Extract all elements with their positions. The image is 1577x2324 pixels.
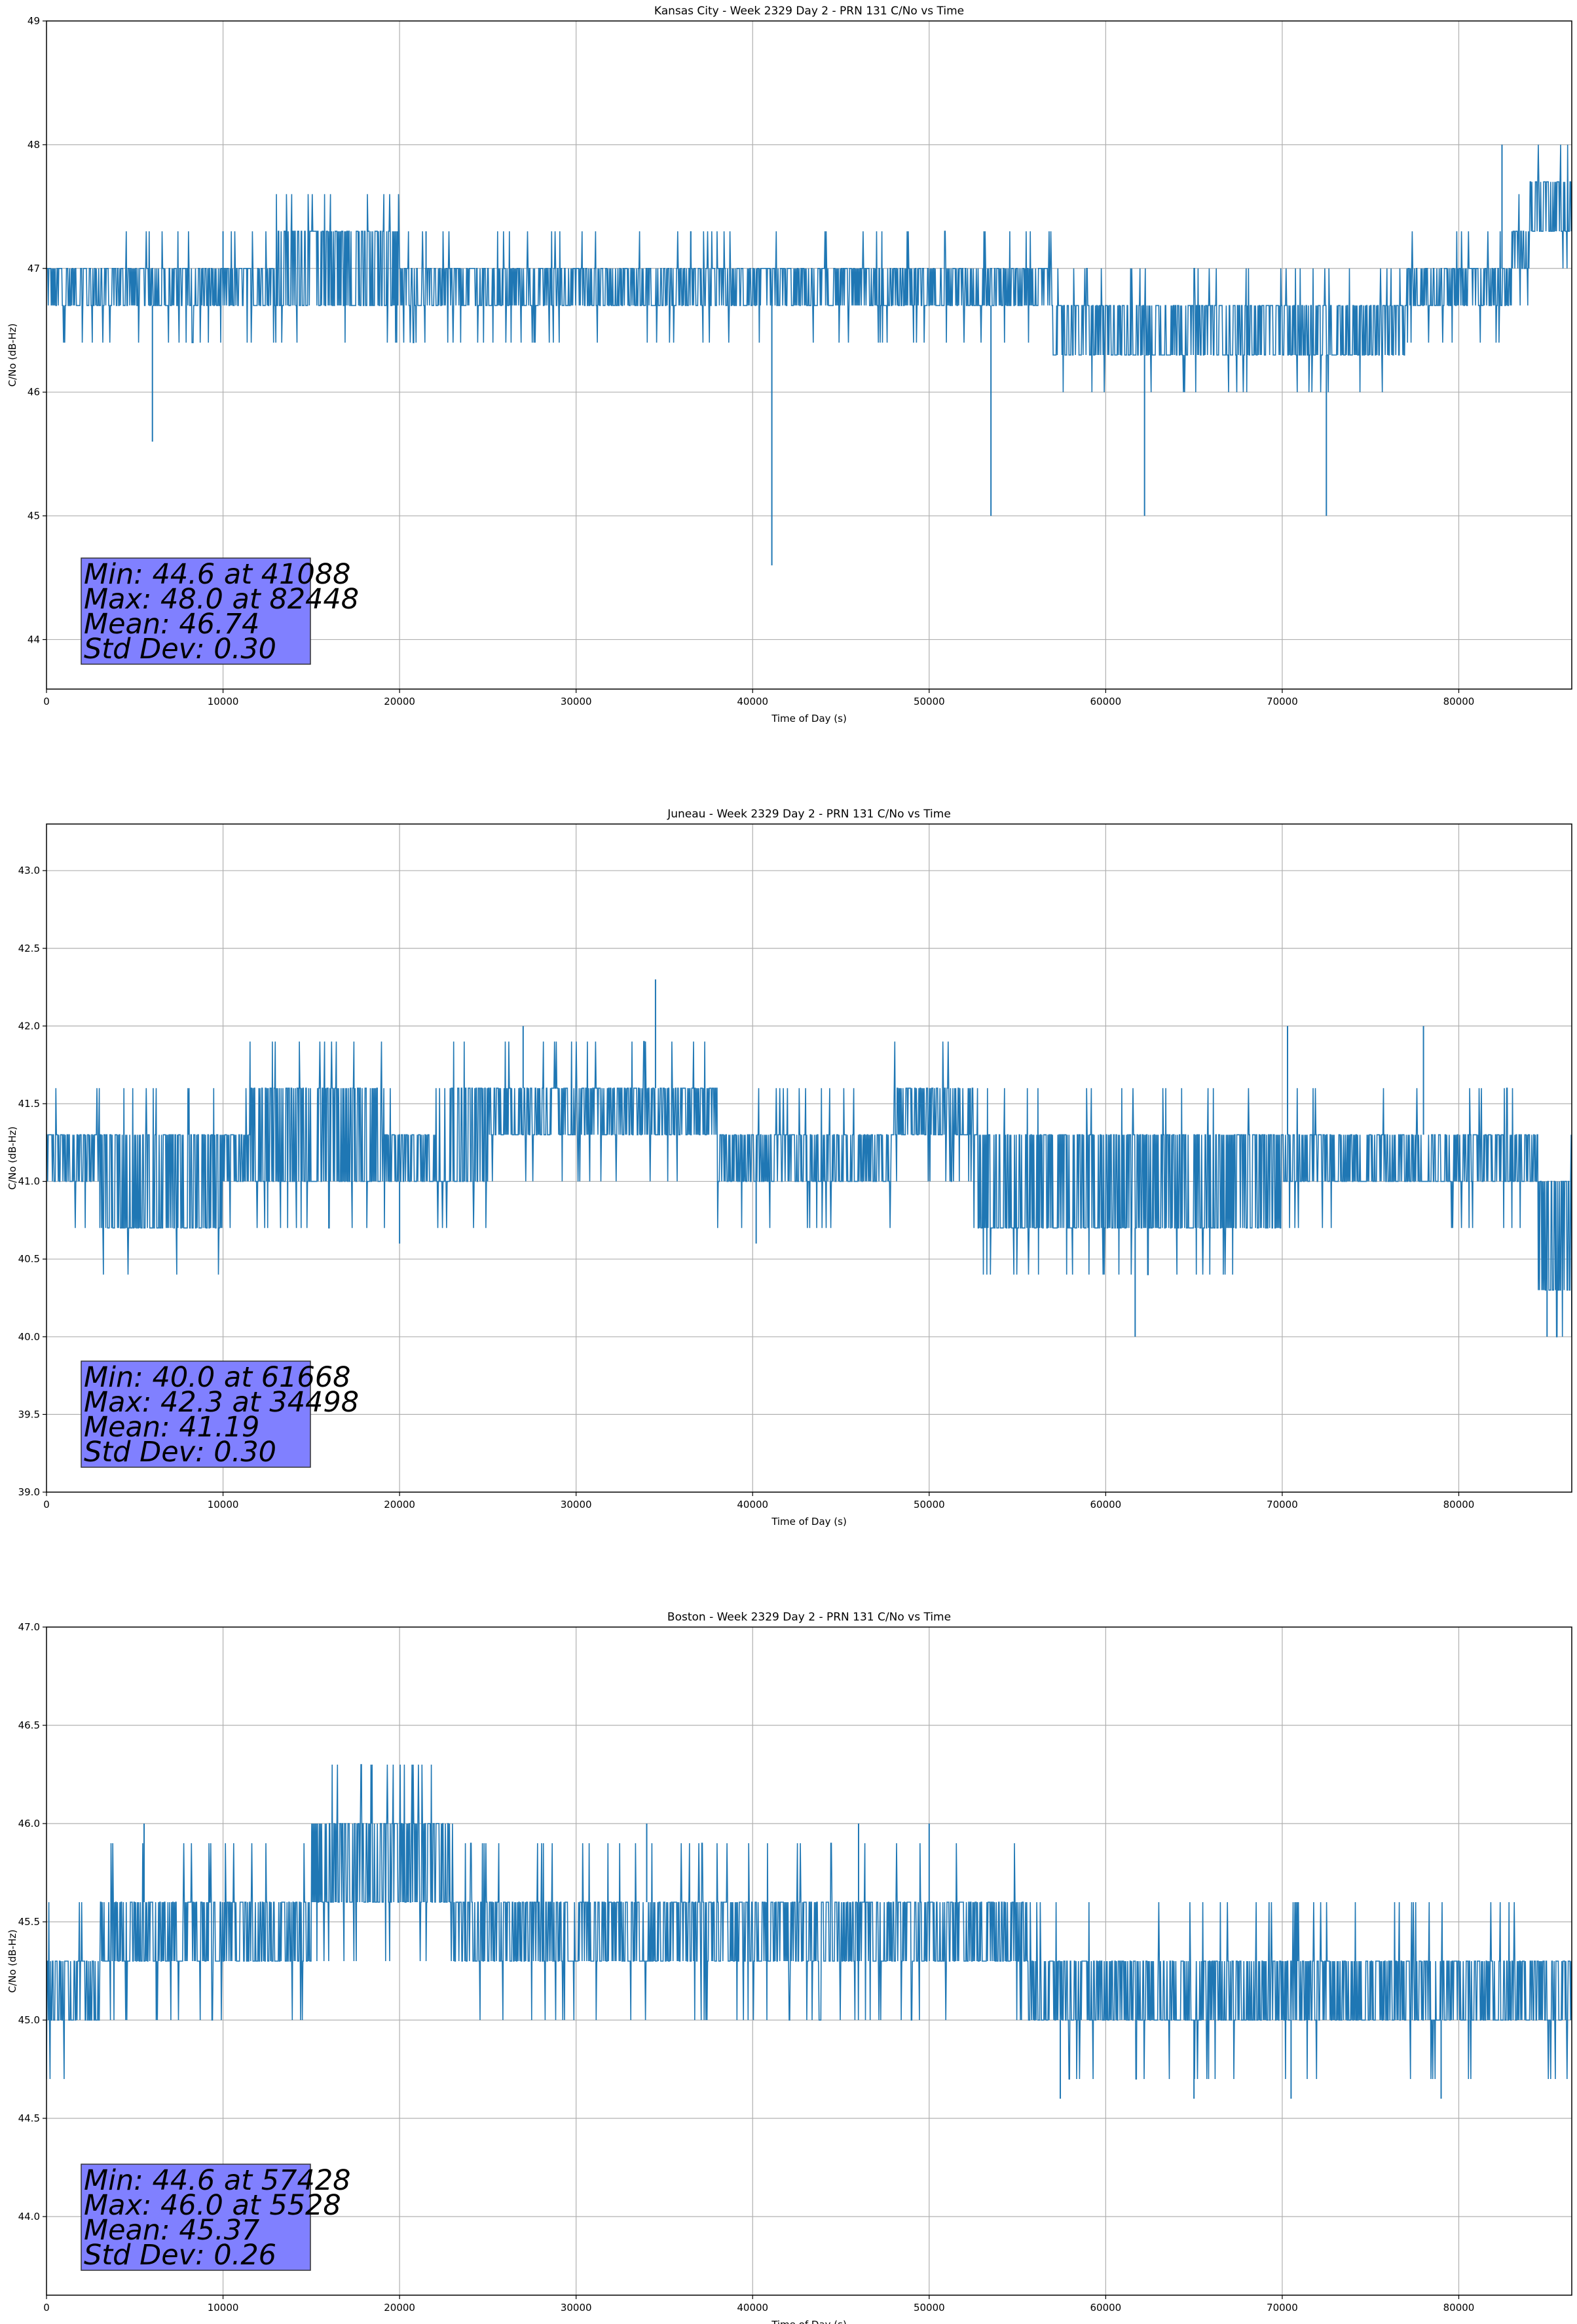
stats-min-text: Min: 44.6 at 41088 [84, 558, 351, 591]
x-tick-label: 70000 [1267, 2302, 1298, 2314]
x-axis-label: Time of Day (s) [771, 2319, 847, 2324]
x-tick-label: 10000 [208, 696, 239, 707]
chart-panel-2: 0 10000 20000 30000 40000 50000 60000 70000 8000… [7, 808, 1572, 1527]
y-tick-label: 41.0 [18, 1176, 40, 1188]
x-tick-label: 50000 [914, 1499, 945, 1510]
data-trace [46, 144, 1572, 392]
y-tick-label: 46 [28, 386, 40, 398]
y-tick-label: 49 [28, 15, 40, 27]
x-tick-label: 50000 [914, 2302, 945, 2314]
x-tick-label: 60000 [1090, 2302, 1122, 2314]
stats-std-text: Std Dev: 0.26 [84, 2239, 276, 2272]
x-tick-label: 20000 [384, 2302, 415, 2314]
x-tick-label: 40000 [737, 2302, 768, 2314]
chart-title: Juneau - Week 2329 Day 2 - PRN 131 C/No … [667, 808, 951, 821]
data-trace [46, 1041, 1572, 1338]
x-tick-label: 10000 [208, 1499, 239, 1510]
y-tick-label: 41.5 [18, 1098, 40, 1110]
y-tick-label: 45.0 [18, 2014, 40, 2026]
y-tick-label: 42.5 [18, 943, 40, 954]
y-tick-label: 46.0 [18, 1818, 40, 1829]
data-trace [46, 1764, 1572, 2080]
x-tick-label: 30000 [561, 696, 592, 707]
axes-frame [46, 823, 1572, 1493]
y-axis-label: C/No (dB-Hz) [7, 324, 18, 387]
y-tick-label: 39.5 [18, 1408, 40, 1420]
stats-box [81, 2164, 311, 2271]
y-tick-label: 45.5 [18, 1916, 40, 1928]
y-tick-label: 40.5 [18, 1253, 40, 1265]
y-tick-label: 46.5 [18, 1719, 40, 1731]
y-tick-label: 39.0 [18, 1486, 40, 1498]
x-tick-label: 10000 [208, 2302, 239, 2314]
axes-frame [46, 20, 1572, 690]
stats-std-text: Std Dev: 0.30 [84, 1436, 276, 1469]
y-tick-label: 44.5 [18, 2112, 40, 2124]
x-tick-label: 40000 [737, 1499, 768, 1510]
y-tick-label: 40.0 [18, 1331, 40, 1343]
stats-mean-text: Mean: 45.37 [84, 2214, 259, 2247]
x-tick-label: 0 [43, 1499, 50, 1510]
stats-mean-text: Mean: 41.19 [84, 1411, 259, 1444]
x-axis-label: Time of Day (s) [771, 713, 847, 724]
y-tick-label: 43.0 [18, 865, 40, 876]
y-tick-label: 45 [28, 510, 40, 522]
stats-max-text: Max: 48.0 at 82448 [84, 583, 359, 616]
chart-title: Kansas City - Week 2329 Day 2 - PRN 131 … [654, 5, 964, 18]
y-tick-label: 44.0 [18, 2211, 40, 2222]
stats-min-text: Min: 44.6 at 57428 [84, 2164, 351, 2197]
x-tick-label: 50000 [914, 696, 945, 707]
stats-std-text: Std Dev: 0.30 [84, 633, 276, 665]
x-tick-label: 0 [43, 696, 50, 707]
stats-max-text: Max: 42.3 at 34498 [84, 1386, 359, 1419]
y-axis-label: C/No (dB-Hz) [7, 1930, 18, 1993]
stats-min-text: Min: 40.0 at 61668 [84, 1361, 351, 1394]
x-tick-label: 70000 [1267, 696, 1298, 707]
y-axis-label: C/No (dB-Hz) [7, 1127, 18, 1190]
y-tick-label: 47.0 [18, 1621, 40, 1633]
x-tick-label: 40000 [737, 696, 768, 707]
x-tick-label: 80000 [1443, 696, 1475, 707]
x-tick-label: 60000 [1090, 696, 1122, 707]
stats-max-text: Max: 46.0 at 5528 [84, 2189, 341, 2222]
x-tick-label: 80000 [1443, 2302, 1475, 2314]
axes-frame [46, 1626, 1572, 2296]
x-tick-label: 30000 [561, 2302, 592, 2314]
x-tick-label: 80000 [1443, 1499, 1475, 1510]
y-tick-label: 47 [28, 263, 40, 274]
x-tick-label: 70000 [1267, 1499, 1298, 1510]
x-axis-label: Time of Day (s) [771, 1516, 847, 1527]
y-tick-label: 48 [28, 139, 40, 151]
stats-mean-text: Mean: 46.74 [84, 608, 259, 641]
chart-panel-1: 0 10000 20000 30000 40000 50000 60000 70000 8000… [7, 5, 1572, 724]
y-tick-label: 42.0 [18, 1020, 40, 1032]
x-tick-label: 30000 [561, 1499, 592, 1510]
stats-box [81, 557, 311, 665]
chart-title: Boston - Week 2329 Day 2 - PRN 131 C/No … [667, 1611, 951, 1624]
stats-box [81, 1360, 311, 1468]
x-tick-label: 20000 [384, 1499, 415, 1510]
x-tick-label: 0 [43, 2302, 50, 2314]
x-tick-label: 20000 [384, 696, 415, 707]
x-tick-label: 60000 [1090, 1499, 1122, 1510]
y-tick-label: 44 [28, 633, 40, 645]
chart-panel-3: 0 10000 20000 30000 40000 50000 60000 70000 8000… [7, 1611, 1572, 2324]
